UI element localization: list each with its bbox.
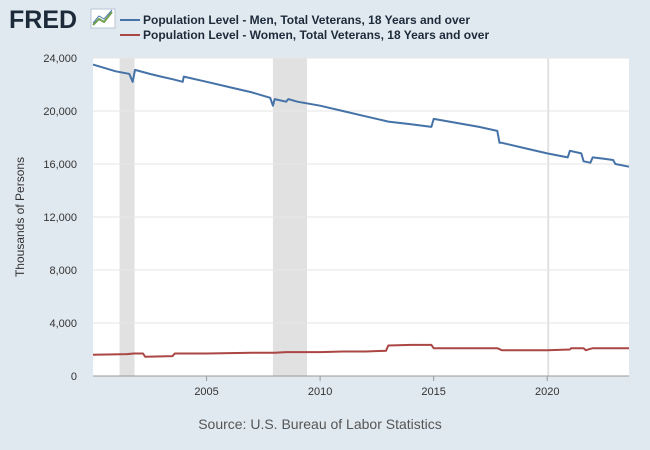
x-tick-label: 2020	[535, 386, 559, 398]
x-tick-label: 2015	[421, 386, 445, 398]
gridlines	[93, 57, 629, 324]
y-tick-label: 4,000	[49, 318, 77, 330]
logo-text: FRED	[9, 6, 77, 34]
x-tick-label: 2010	[308, 386, 332, 398]
y-tick-label: 24,000	[43, 53, 77, 65]
legend: Population Level - Men, Total Veterans, …	[120, 13, 489, 42]
y-axis-title: Thousands of Persons	[13, 157, 27, 277]
y-tick-labels: 0 4,000 8,000 12,000 16,000 20,000 24,000	[43, 53, 77, 383]
legend-label-women: Population Level - Women, Total Veterans…	[143, 28, 489, 42]
legend-item-women[interactable]: Population Level - Women, Total Veterans…	[120, 28, 489, 42]
x-tick-labels: 2005 2010 2015 2020	[194, 376, 559, 398]
series-line-women[interactable]	[92, 343, 629, 358]
y-tick-label: 20,000	[43, 106, 77, 118]
y-tick-label: 8,000	[49, 265, 77, 277]
series-lines	[92, 63, 630, 358]
series-line-men[interactable]	[92, 63, 630, 168]
x-tick-label: 2005	[194, 386, 218, 398]
y-tick-label: 12,000	[43, 212, 77, 224]
source-note: Source: U.S. Bureau of Labor Statistics	[198, 416, 442, 432]
fred-logo[interactable]: FRED	[9, 6, 116, 34]
y-tick-label: 0	[71, 371, 77, 383]
legend-item-men[interactable]: Population Level - Men, Total Veterans, …	[120, 13, 470, 27]
chart-trend-icon	[90, 8, 116, 29]
legend-label-men: Population Level - Men, Total Veterans, …	[143, 13, 470, 27]
y-tick-label: 16,000	[43, 159, 77, 171]
